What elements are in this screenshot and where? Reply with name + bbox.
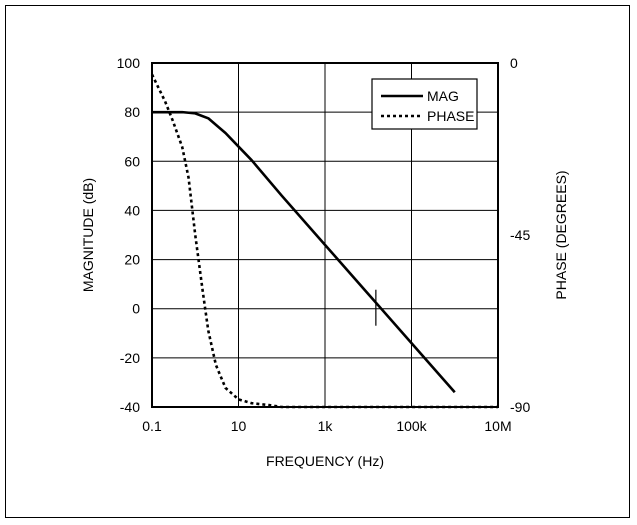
- x-axis-title: FREQUENCY (Hz): [266, 453, 384, 469]
- y-tick-label: 60: [124, 153, 140, 169]
- chart-frame: [5, 5, 630, 518]
- y2-tick-label: -90: [510, 399, 530, 415]
- y-tick-label: -20: [120, 350, 140, 366]
- x-tick-label: 1k: [318, 418, 334, 434]
- y2-axis-title: PHASE (DEGREES): [553, 170, 569, 299]
- legend-box: [371, 78, 478, 130]
- x-tick-label: 10M: [484, 418, 511, 434]
- tick-labels: 0.1 10 1k 100k 10M 100 80 60 40 20 0 -20 -40 0 -45 -90: [117, 55, 531, 434]
- y-tick-label: 0: [132, 301, 140, 317]
- y-tick-label: 80: [124, 104, 140, 120]
- y-axis-title: MAGNITUDE (dB): [80, 178, 96, 292]
- y2-tick-label: 0: [510, 55, 518, 71]
- plot-area: [151, 62, 499, 408]
- legend-phase-label: PHASE: [427, 108, 474, 124]
- x-tick-label: 10: [231, 418, 247, 434]
- y-tick-label: 100: [117, 55, 141, 71]
- legend-mag-label: MAG: [427, 88, 459, 104]
- y-tick-label: 40: [124, 202, 140, 218]
- legend: MAG PHASE: [371, 78, 478, 130]
- x-tick-label: 100k: [396, 418, 427, 434]
- y-tick-label: 20: [124, 252, 140, 268]
- y2-tick-label: -45: [510, 227, 530, 243]
- x-tick-label: 0.1: [142, 418, 162, 434]
- y-tick-label: -40: [120, 399, 140, 415]
- series-line-mag: [152, 110, 456, 394]
